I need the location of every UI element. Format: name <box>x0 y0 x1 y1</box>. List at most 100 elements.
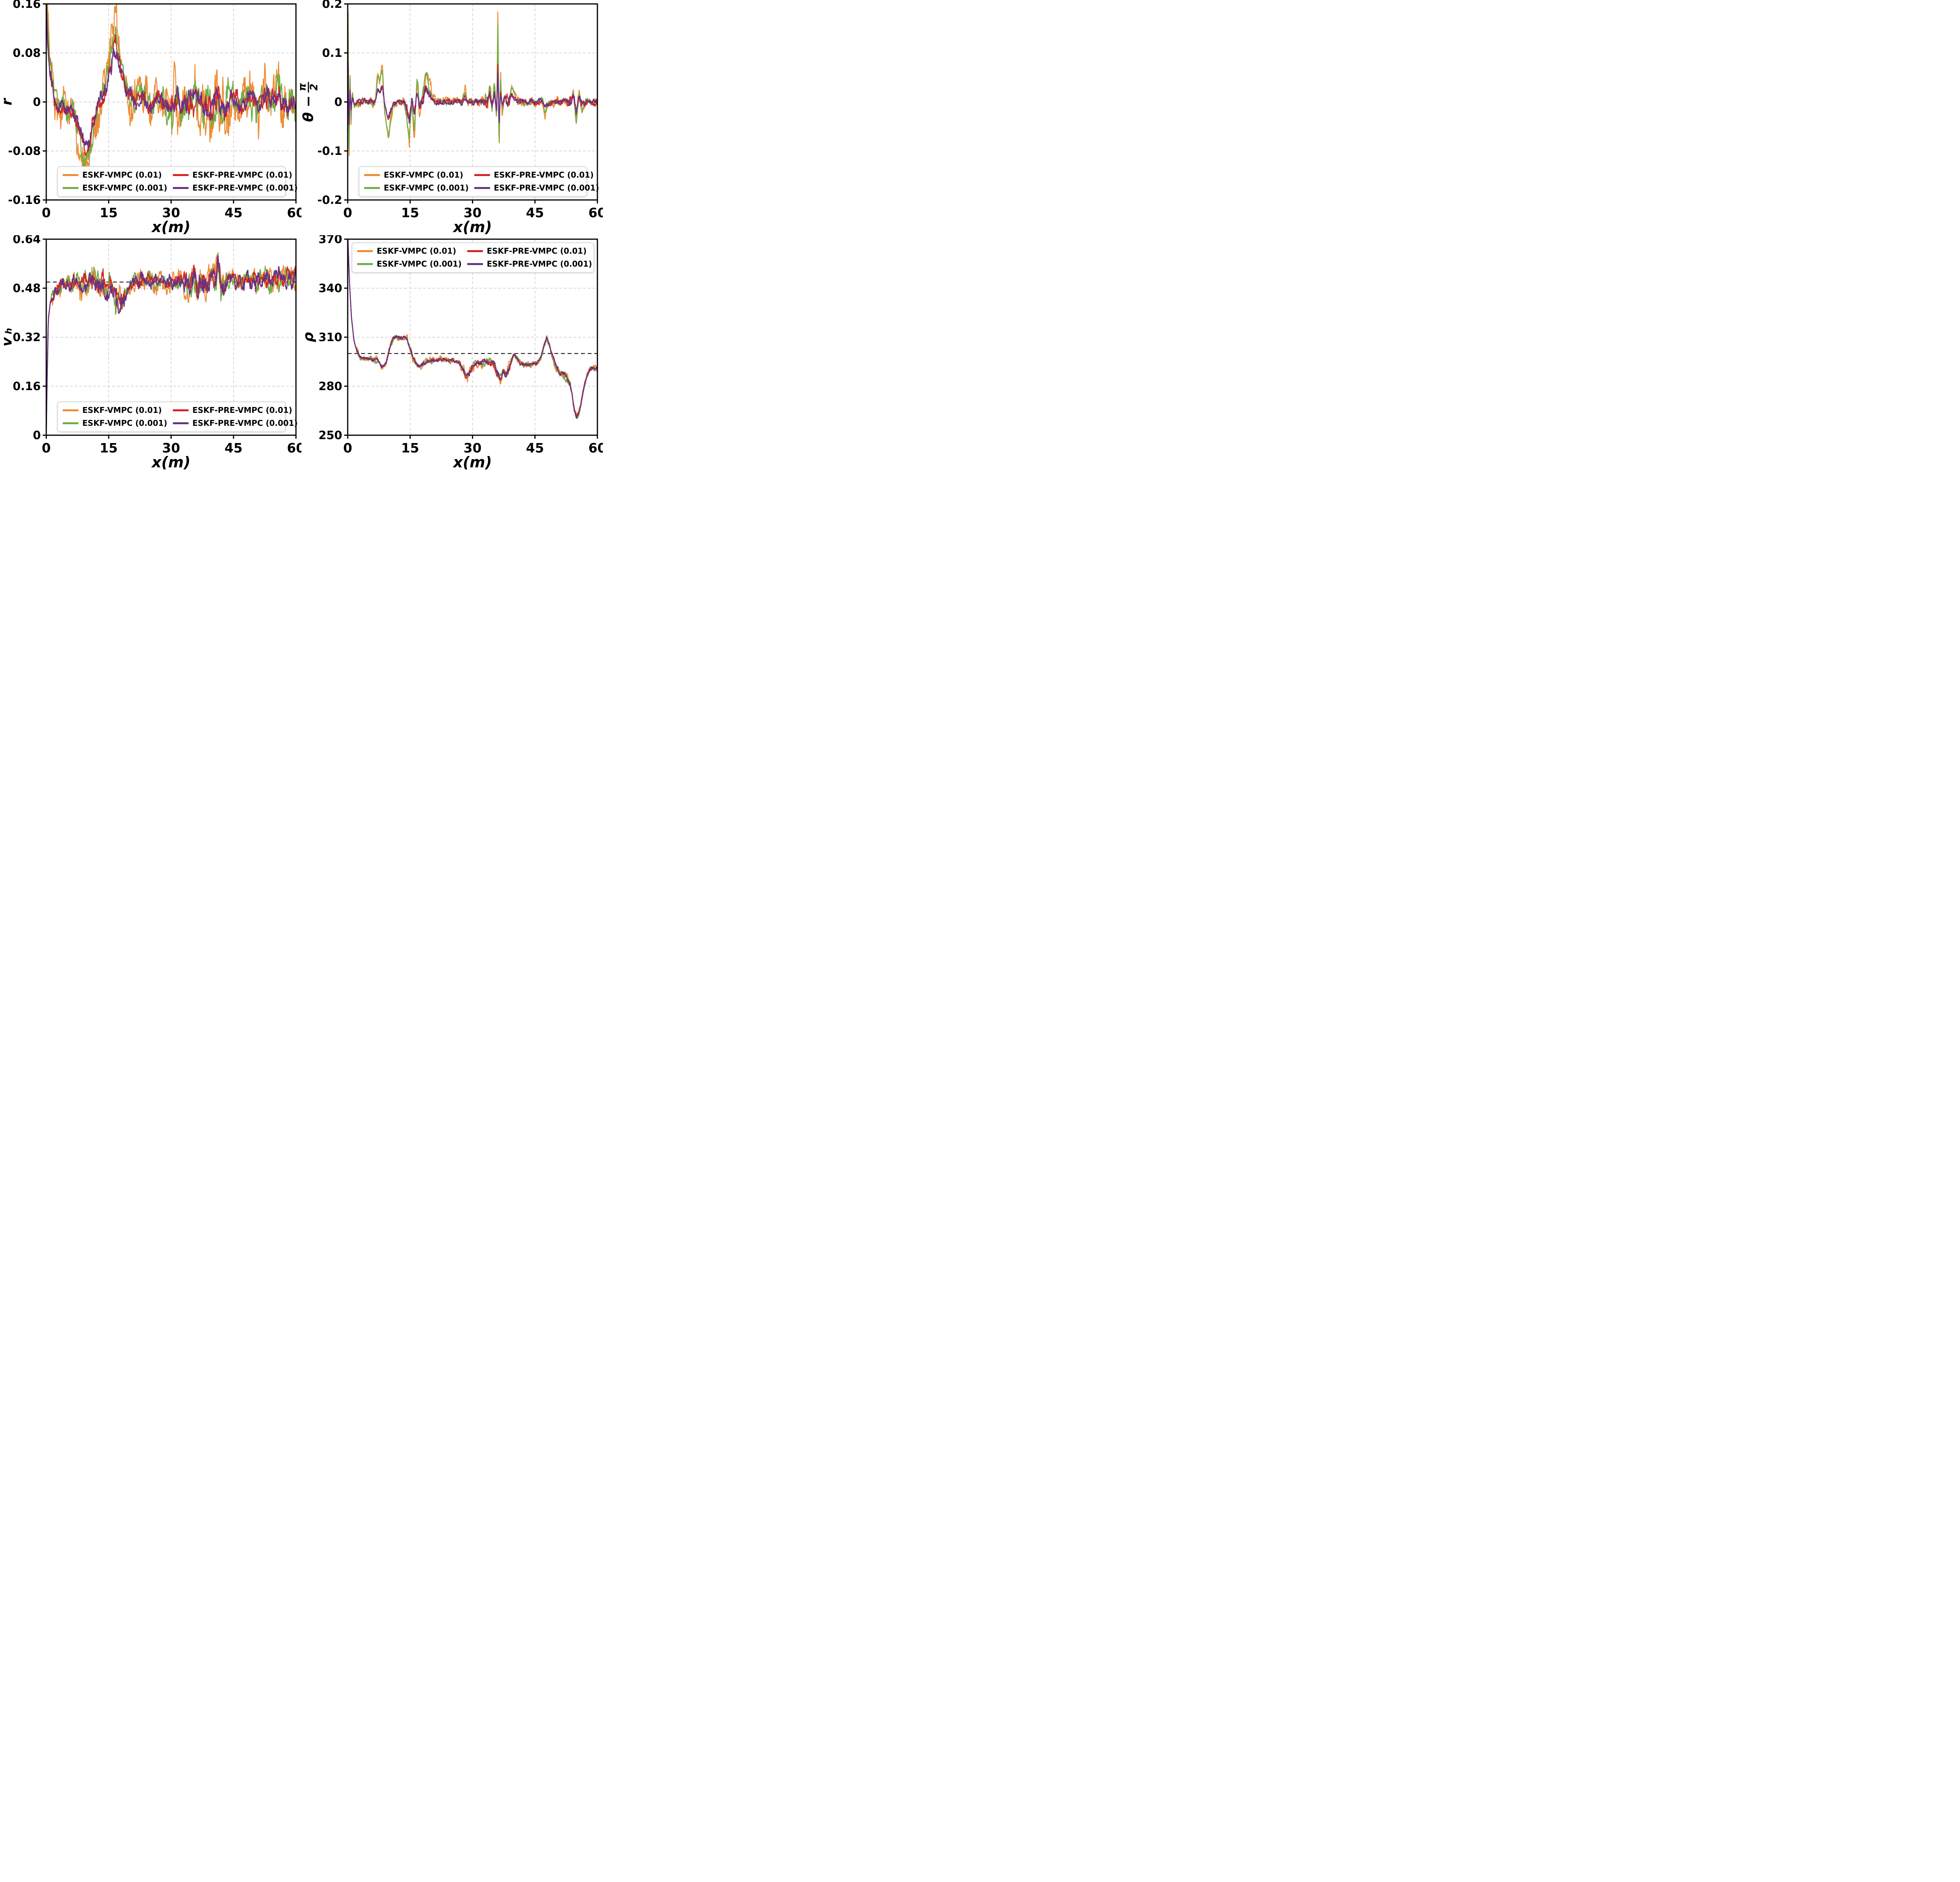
ticks: 0 15 30 45 60 -0.16 -0.08 0 0.08 0.16 <box>8 0 301 220</box>
legend-label: ESKF-PRE-VMPC (0.001) <box>486 259 592 269</box>
legend-label: ESKF-PRE-VMPC (0.01) <box>192 405 292 415</box>
x-tick-label: 15 <box>401 440 419 456</box>
y-tick-label: 370 <box>318 235 342 246</box>
y-tick-label: 280 <box>318 380 342 393</box>
legend-item: ESKF-VMPC (0.01) <box>63 170 167 180</box>
x-tick-label: 15 <box>100 205 118 220</box>
legend-label: ESKF-VMPC (0.01) <box>82 170 162 180</box>
x-tick-label: 60 <box>287 440 301 456</box>
legend-label: ESKF-PRE-VMPC (0.01) <box>494 170 594 180</box>
y-tick-label: 0 <box>334 95 342 109</box>
y-tick-label: 0.08 <box>13 46 41 60</box>
series-line-3 <box>348 65 597 125</box>
legend-label: ESKF-VMPC (0.01) <box>377 246 456 256</box>
legend-label: ESKF-PRE-VMPC (0.001) <box>192 418 298 428</box>
ticks: 0 15 30 45 60 0 0.16 0.32 0.48 0.64 <box>13 235 301 456</box>
legend-swatch-icon <box>364 187 380 189</box>
y-tick-label: -0.1 <box>318 144 342 158</box>
y-tick-label: 0.64 <box>13 235 41 246</box>
x-tick-label: 15 <box>100 440 118 456</box>
legend-item: ESKF-VMPC (0.01) <box>364 170 469 180</box>
y-tick-label: 0.16 <box>13 380 41 393</box>
legend-label: ESKF-VMPC (0.001) <box>82 183 167 193</box>
legend-swatch-icon <box>172 422 189 424</box>
legend-item: ESKF-PRE-VMPC (0.01) <box>172 405 298 415</box>
y-tick-label: 250 <box>318 429 342 442</box>
legend-item: ESKF-PRE-VMPC (0.01) <box>467 246 592 256</box>
x-tick-label: 0 <box>42 440 51 456</box>
legend-swatch-icon <box>357 250 373 252</box>
legend-item: ESKF-PRE-VMPC (0.001) <box>467 259 592 269</box>
legend-swatch-icon <box>63 409 78 411</box>
legend: ESKF-VMPC (0.01) ESKF-PRE-VMPC (0.01) ESKF… <box>57 166 298 197</box>
ylabel-subscript: h <box>4 328 14 334</box>
x-tick-label: 30 <box>464 205 482 220</box>
ticks: 0 15 30 45 60 250 280 310 340 370 <box>318 235 603 456</box>
legend-item: ESKF-VMPC (0.001) <box>63 418 167 428</box>
legend-swatch-icon <box>474 187 490 189</box>
legend: ESKF-VMPC (0.01) ESKF-PRE-VMPC (0.01) ESKF… <box>352 242 594 273</box>
legend-label: ESKF-PRE-VMPC (0.001) <box>494 183 599 193</box>
series-group <box>348 239 597 419</box>
legend-swatch-icon <box>357 263 373 265</box>
x-tick-label: 45 <box>225 205 243 220</box>
legend-swatch-icon <box>172 174 189 176</box>
plot-canvas-theta-error: 0 15 30 45 60 -0.2 -0.1 0 0.1 0.2 x(m) <box>318 0 603 235</box>
x-tick-label: 30 <box>464 440 482 456</box>
series-line-2 <box>348 62 597 125</box>
gridlines <box>348 239 597 435</box>
y-tick-label: 340 <box>318 282 342 295</box>
legend: ESKF-VMPC (0.01) ESKF-PRE-VMPC (0.01) ESKF… <box>359 166 599 197</box>
x-tick-label: 60 <box>588 440 603 456</box>
y-tick-label: 0.2 <box>322 0 342 11</box>
legend-item: ESKF-VMPC (0.001) <box>364 183 469 193</box>
figure: 0 15 30 45 60 -0.16 -0.08 0 0.08 0.16 x(m) r ESKF-… <box>0 0 603 470</box>
y-tick-label: -0.2 <box>318 193 342 207</box>
ylabel-main: v <box>0 337 15 347</box>
legend-label: ESKF-VMPC (0.01) <box>82 405 162 415</box>
x-tick-label: 0 <box>42 205 51 220</box>
plot-canvas-r: 0 15 30 45 60 -0.16 -0.08 0 0.08 0.16 x(m) <box>8 0 301 235</box>
series-group <box>348 11 597 156</box>
series-line-3 <box>46 4 296 150</box>
subplot-r: 0 15 30 45 60 -0.16 -0.08 0 0.08 0.16 x(m) r ESKF-… <box>0 0 301 235</box>
legend-item: ESKF-VMPC (0.01) <box>63 405 167 415</box>
x-axis-label: x(m) <box>151 454 191 470</box>
series-group <box>46 252 296 435</box>
legend-item: ESKF-PRE-VMPC (0.001) <box>474 183 599 193</box>
x-tick-label: 45 <box>225 440 243 456</box>
legend: ESKF-VMPC (0.01) ESKF-PRE-VMPC (0.01) ESKF… <box>57 401 298 432</box>
ylabel-prefix: θ − <box>300 95 317 122</box>
x-tick-label: 60 <box>287 205 301 220</box>
x-tick-label: 30 <box>162 440 180 456</box>
legend-item: ESKF-PRE-VMPC (0.01) <box>172 170 298 180</box>
series-line-1 <box>46 252 296 435</box>
x-axis-label: x(m) <box>151 218 191 235</box>
ylabel-text: ρ <box>300 332 317 342</box>
legend-swatch-icon <box>364 174 380 176</box>
legend-label: ESKF-PRE-VMPC (0.01) <box>192 170 292 180</box>
legend-item: ESKF-PRE-VMPC (0.001) <box>172 418 298 428</box>
ylabel-fraction: π 2 <box>296 82 320 93</box>
plot-canvas-rho: 0 15 30 45 60 250 280 310 340 370 x(m) <box>318 235 603 470</box>
y-tick-label: 0.48 <box>13 282 41 295</box>
y-tick-label: 0 <box>33 95 41 109</box>
fraction-denominator: 2 <box>308 84 320 91</box>
legend-label: ESKF-VMPC (0.001) <box>377 259 462 269</box>
legend-swatch-icon <box>474 174 490 176</box>
x-tick-label: 15 <box>401 205 419 220</box>
y-tick-label: -0.08 <box>8 144 41 158</box>
x-tick-label: 45 <box>526 440 544 456</box>
legend-item: ESKF-PRE-VMPC (0.001) <box>172 183 298 193</box>
series-line-3 <box>348 239 597 419</box>
series-group <box>46 4 296 172</box>
series-line-2 <box>46 4 296 156</box>
legend-swatch-icon <box>467 263 483 265</box>
legend-item: ESKF-PRE-VMPC (0.01) <box>474 170 599 180</box>
legend-label: ESKF-VMPC (0.01) <box>384 170 463 180</box>
subplot-theta-error: 0 15 30 45 60 -0.2 -0.1 0 0.1 0.2 x(m) θ − π 2 ESK… <box>296 0 603 235</box>
series-line-3 <box>46 255 296 435</box>
x-tick-label: 45 <box>526 205 544 220</box>
legend-swatch-icon <box>63 174 78 176</box>
